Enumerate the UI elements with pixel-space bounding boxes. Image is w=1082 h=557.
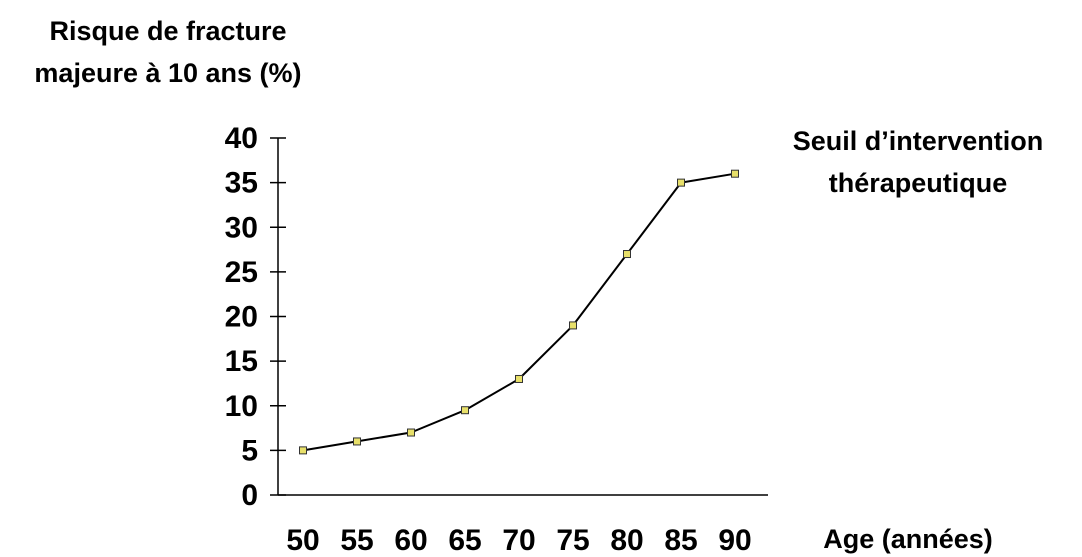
x-tick-label: 50 — [286, 524, 319, 557]
x-tick-label: 60 — [394, 524, 427, 557]
y-tick-label: 25 — [225, 256, 258, 289]
x-axis-title: Age (années) — [823, 524, 993, 554]
threshold-annotation-line-1: Seuil d’intervention — [793, 126, 1044, 156]
data-point-marker — [569, 321, 577, 330]
y-axis-title-line-2: majeure à 10 ans (%) — [34, 58, 301, 88]
x-tick-label: 55 — [340, 524, 373, 557]
series-line-group — [299, 169, 739, 455]
data-point-marker — [515, 374, 523, 383]
data-point-marker — [353, 437, 361, 446]
y-tick-label: 5 — [241, 434, 258, 467]
series-line — [302, 172, 736, 452]
data-point-marker — [299, 446, 307, 455]
data-point-marker — [461, 406, 469, 415]
data-point-marker — [731, 169, 739, 178]
x-tick-label: 90 — [718, 524, 751, 557]
y-tick-label: 35 — [225, 167, 258, 200]
data-point-marker — [407, 428, 415, 437]
y-tick-label: 15 — [225, 345, 258, 378]
x-tick-label: 75 — [556, 524, 589, 557]
y-ticks: 0 5 10 15 20 25 30 35 40 — [225, 122, 286, 512]
x-tick-label: 85 — [664, 524, 697, 557]
y-tick-label: 40 — [225, 122, 258, 155]
y-tick-label: 30 — [225, 211, 258, 244]
data-point-marker — [677, 178, 685, 187]
x-tick-label: 65 — [448, 524, 481, 557]
data-point-marker — [623, 250, 631, 259]
x-ticks: 50 55 60 65 70 75 80 85 90 — [286, 524, 751, 557]
x-tick-label: 80 — [610, 524, 643, 557]
threshold-annotation-line-2: thérapeutique — [829, 168, 1008, 198]
y-axis-title-line-1: Risque de fracture — [49, 16, 286, 46]
x-tick-label: 70 — [502, 524, 535, 557]
y-tick-label: 20 — [225, 301, 258, 334]
y-tick-label: 0 — [241, 479, 258, 512]
y-tick-label: 10 — [225, 390, 258, 423]
